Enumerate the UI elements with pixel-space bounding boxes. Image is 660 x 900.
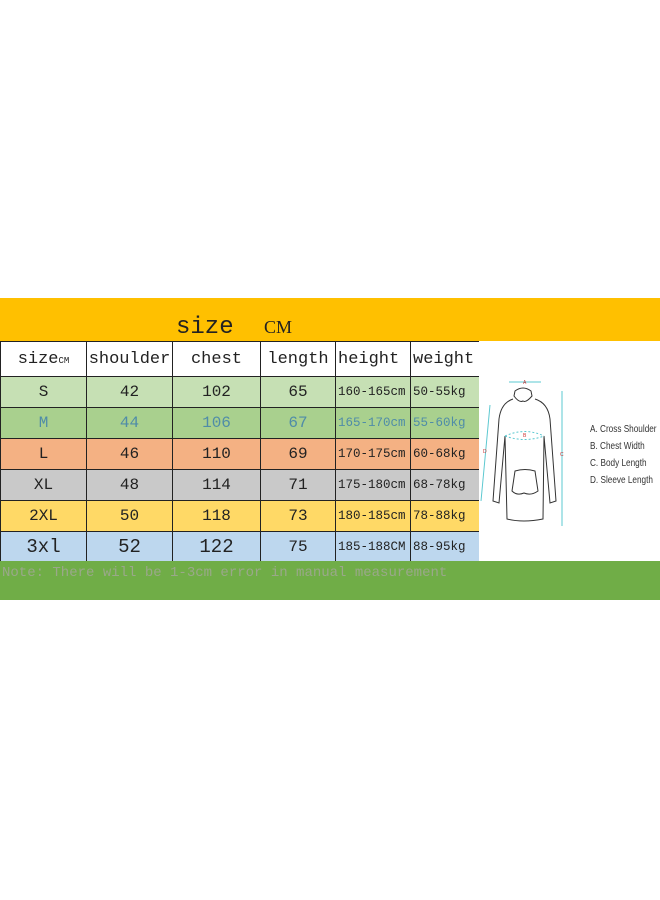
legend-item: B. Chest Width — [590, 441, 645, 452]
table-cell-shoulder: 48 — [86, 469, 173, 501]
table-cell-shoulder: 52 — [86, 531, 173, 563]
table-row: L 46 110 69 170-175cm 60-68kg — [0, 438, 480, 470]
note-band — [0, 561, 660, 600]
header-chest: chest — [172, 341, 261, 377]
table-cell-weight: 60-68kg — [410, 438, 480, 470]
table-row: 3xl 52 122 75 185-188CM 88-95kg — [0, 531, 480, 563]
header-height: height — [335, 341, 411, 377]
table-cell-chest: 106 — [172, 407, 261, 439]
header-length: length — [260, 341, 336, 377]
table-cell-weight: 78-88kg — [410, 500, 480, 532]
table-cell-height: 180-185cm — [335, 500, 411, 532]
table-cell-shoulder: 50 — [86, 500, 173, 532]
table-cell-chest: 118 — [172, 500, 261, 532]
table-cell-weight: 55-60kg — [410, 407, 480, 439]
legend-item: A. Cross Shoulder — [590, 424, 657, 435]
table-cell-chest: 122 — [172, 531, 261, 563]
marker-b: B — [523, 433, 527, 439]
marker-c: C — [560, 452, 564, 458]
table-cell-height: 185-188CM — [335, 531, 411, 563]
table-cell-weight: 68-78kg — [410, 469, 480, 501]
table-cell-shoulder: 44 — [86, 407, 173, 439]
table-cell-length: 71 — [260, 469, 336, 501]
table-row: 2XL 50 118 73 180-185cm 78-88kg — [0, 500, 480, 532]
table-cell-size: L — [0, 438, 87, 470]
chart-title: size — [176, 314, 234, 341]
table-cell-chest: 110 — [172, 438, 261, 470]
header-weight: weight — [410, 341, 480, 377]
table-row: XL 48 114 71 175-180cm 68-78kg — [0, 469, 480, 501]
chart-unit: CM — [264, 317, 293, 337]
table-cell-size: S — [0, 376, 87, 408]
measurement-note: Note: There will be 1-3cm error in manua… — [2, 565, 448, 581]
table-cell-height: 170-175cm — [335, 438, 411, 470]
marker-a: A — [523, 380, 527, 386]
hoodie-diagram: A B C D A. Cross Shoulder B. Chest Width… — [479, 341, 660, 561]
table-cell-size: M — [0, 407, 87, 439]
table-cell-height: 175-180cm — [335, 469, 411, 501]
table-row: S 42 102 65 160-165cm 50-55kg — [0, 376, 480, 408]
hoodie-icon: A B C D — [480, 380, 564, 526]
table-cell-weight: 88-95kg — [410, 531, 480, 563]
table-row: M 44 106 67 165-170cm 55-60kg — [0, 407, 480, 439]
table-cell-length: 75 — [260, 531, 336, 563]
legend-item: C. Body Length — [590, 458, 647, 469]
table-cell-height: 165-170cm — [335, 407, 411, 439]
table-cell-length: 65 — [260, 376, 336, 408]
table-cell-length: 67 — [260, 407, 336, 439]
table-cell-size: XL — [0, 469, 87, 501]
table-cell-length: 73 — [260, 500, 336, 532]
size-table: sizeCM shoulder chest length height weig… — [0, 341, 480, 563]
table-cell-length: 69 — [260, 438, 336, 470]
measurement-legend: A. Cross Shoulder B. Chest Width C. Body… — [590, 421, 657, 489]
table-cell-chest: 102 — [172, 376, 261, 408]
table-cell-size: 2XL — [0, 500, 87, 532]
table-header-row: sizeCM shoulder chest length height weig… — [0, 341, 480, 377]
table-cell-shoulder: 42 — [86, 376, 173, 408]
table-cell-weight: 50-55kg — [410, 376, 480, 408]
table-cell-chest: 114 — [172, 469, 261, 501]
header-size: sizeCM — [0, 341, 87, 377]
legend-item: D. Sleeve Length — [590, 475, 653, 486]
table-cell-shoulder: 46 — [86, 438, 173, 470]
table-cell-size: 3xl — [0, 531, 87, 563]
title-band — [0, 298, 660, 341]
marker-d: D — [483, 449, 487, 455]
header-shoulder: shoulder — [86, 341, 173, 377]
table-cell-height: 160-165cm — [335, 376, 411, 408]
